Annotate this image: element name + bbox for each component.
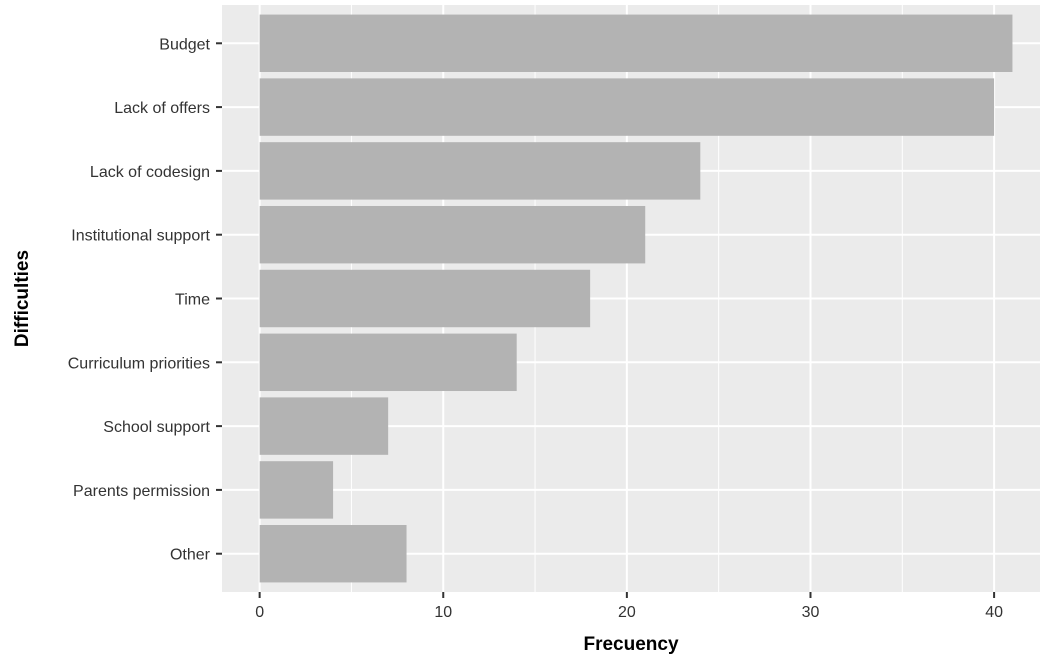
x-tick-label: 10 (434, 604, 452, 621)
x-tick-label: 40 (985, 604, 1003, 621)
y-tick-label: Budget (159, 36, 210, 53)
y-axis-title: Difficulties (12, 250, 33, 347)
y-tick-label: Lack of codesign (90, 164, 210, 181)
y-tick-label: Institutional support (71, 228, 210, 245)
y-tick-label: Curriculum priorities (68, 355, 210, 372)
bar (259, 142, 701, 200)
y-tick-label: Time (175, 292, 210, 309)
y-tick-label: Other (170, 547, 211, 564)
bar (259, 397, 389, 455)
bar (259, 14, 1013, 72)
bar (259, 78, 995, 136)
y-tick-label: Lack of offers (114, 100, 210, 117)
x-axis-title: Frecuency (583, 634, 678, 655)
bar (259, 205, 646, 264)
x-tick-label: 30 (802, 604, 820, 621)
bar (259, 333, 517, 392)
y-tick-label: School support (103, 419, 210, 436)
y-tick-label: Parents permission (73, 483, 210, 500)
x-tick-label: 20 (618, 604, 636, 621)
bar (259, 461, 334, 519)
bar (259, 269, 591, 328)
y-axis: Budget Lack of offers Lack of codesign Inst… (68, 36, 222, 564)
bars (259, 14, 1013, 583)
x-tick-label: 0 (255, 604, 264, 621)
bar (259, 525, 407, 583)
x-axis: 0 10 20 30 40 (255, 592, 1003, 621)
